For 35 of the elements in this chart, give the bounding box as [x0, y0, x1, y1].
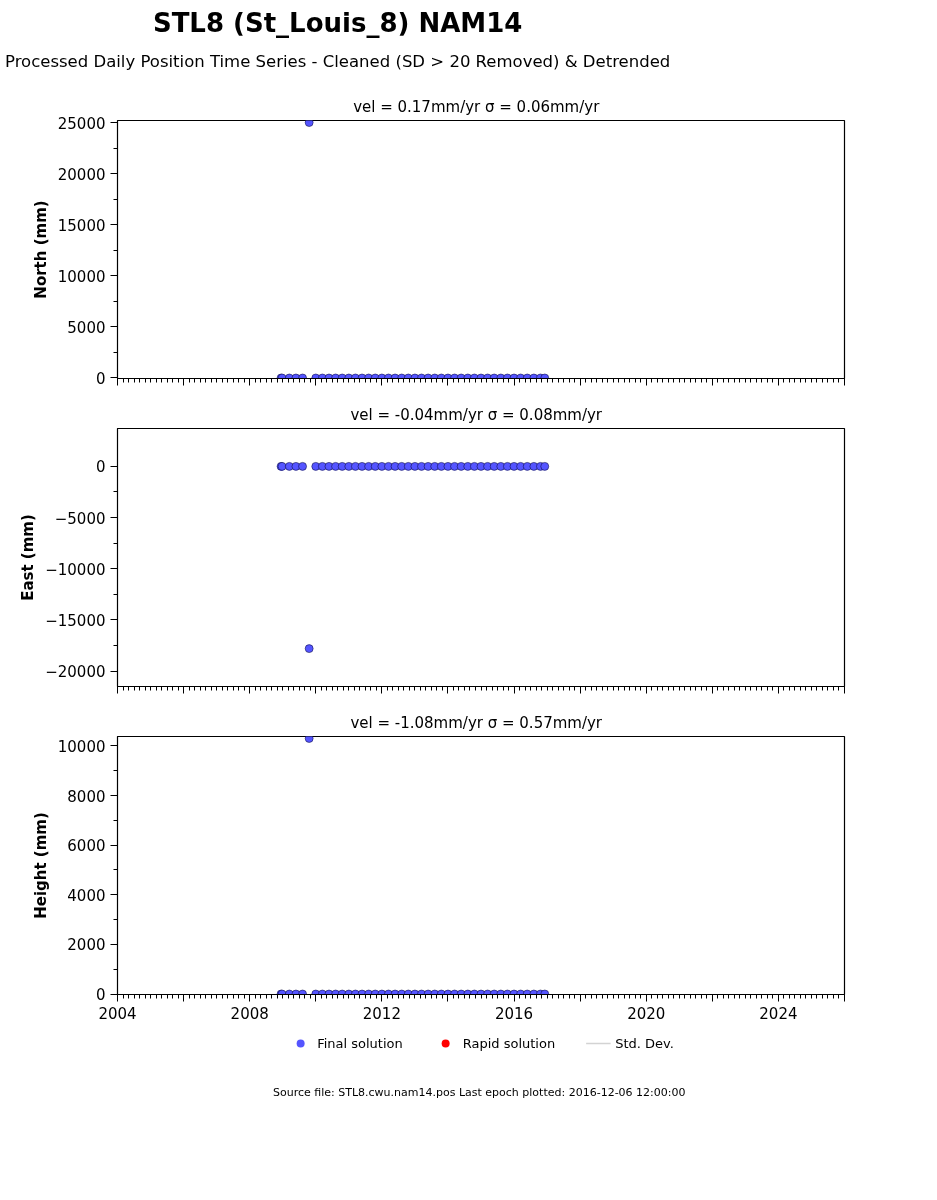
y-tick-label: 20000 [57, 165, 106, 184]
x-tick-label: 2012 [362, 1004, 401, 1023]
y-axis-title: East (mm) [19, 514, 38, 601]
y-tick-label: 10000 [57, 267, 106, 286]
source-note: Source file: STL8.cwu.nam14.pos Last epoch plotted: 2016-12-06 12:00:00 [273, 1086, 686, 1100]
y-axis-title: Height (mm) [31, 812, 50, 919]
y-tick-label: −20000 [45, 663, 106, 682]
x-tick-label: 2020 [627, 1004, 666, 1023]
y-tick-label: −10000 [45, 560, 106, 579]
y-tick-label: 0 [95, 369, 106, 388]
x-tick-label: 2004 [98, 1004, 137, 1023]
x-tick-label: 2016 [494, 1004, 534, 1023]
legend-label: Rapid solution [462, 1035, 556, 1051]
y-tick-label: 2000 [67, 936, 106, 955]
y-tick-label: 0 [95, 986, 106, 1004]
x-tick-label: 2008 [230, 1004, 269, 1023]
y-tick-label: 5000 [67, 318, 106, 337]
y-tick-label: 25000 [57, 114, 106, 133]
legend-label: Final solution [317, 1035, 403, 1051]
y-tick-label: 8000 [67, 787, 106, 806]
x-tick-label: 2024 [759, 1004, 798, 1023]
y-tick-label: 10000 [57, 737, 106, 756]
chart-title: vel = 0.17mm/yr σ = 0.06mm/yr [353, 97, 601, 116]
y-tick-label: 4000 [67, 886, 106, 905]
legend-label: Std. Dev. [615, 1035, 674, 1051]
text: Processed Daily Position Time Series - Cleaned (SD > 20 Removed) & Detrended [5, 51, 671, 74]
y-tick-label: 15000 [57, 216, 106, 235]
y-tick-label: −15000 [45, 611, 106, 630]
y-tick-label: 0 [95, 458, 106, 477]
text: STL8 (St_Louis_8) NAM14 [151, 7, 524, 40]
chart-title: vel = -1.08mm/yr σ = 0.57mm/yr [350, 713, 603, 732]
y-axis-title: North (mm) [31, 200, 50, 299]
y-tick-label: −5000 [54, 509, 106, 528]
y-tick-label: 6000 [67, 837, 106, 856]
chart-title: vel = -0.04mm/yr σ = 0.08mm/yr [350, 405, 603, 424]
